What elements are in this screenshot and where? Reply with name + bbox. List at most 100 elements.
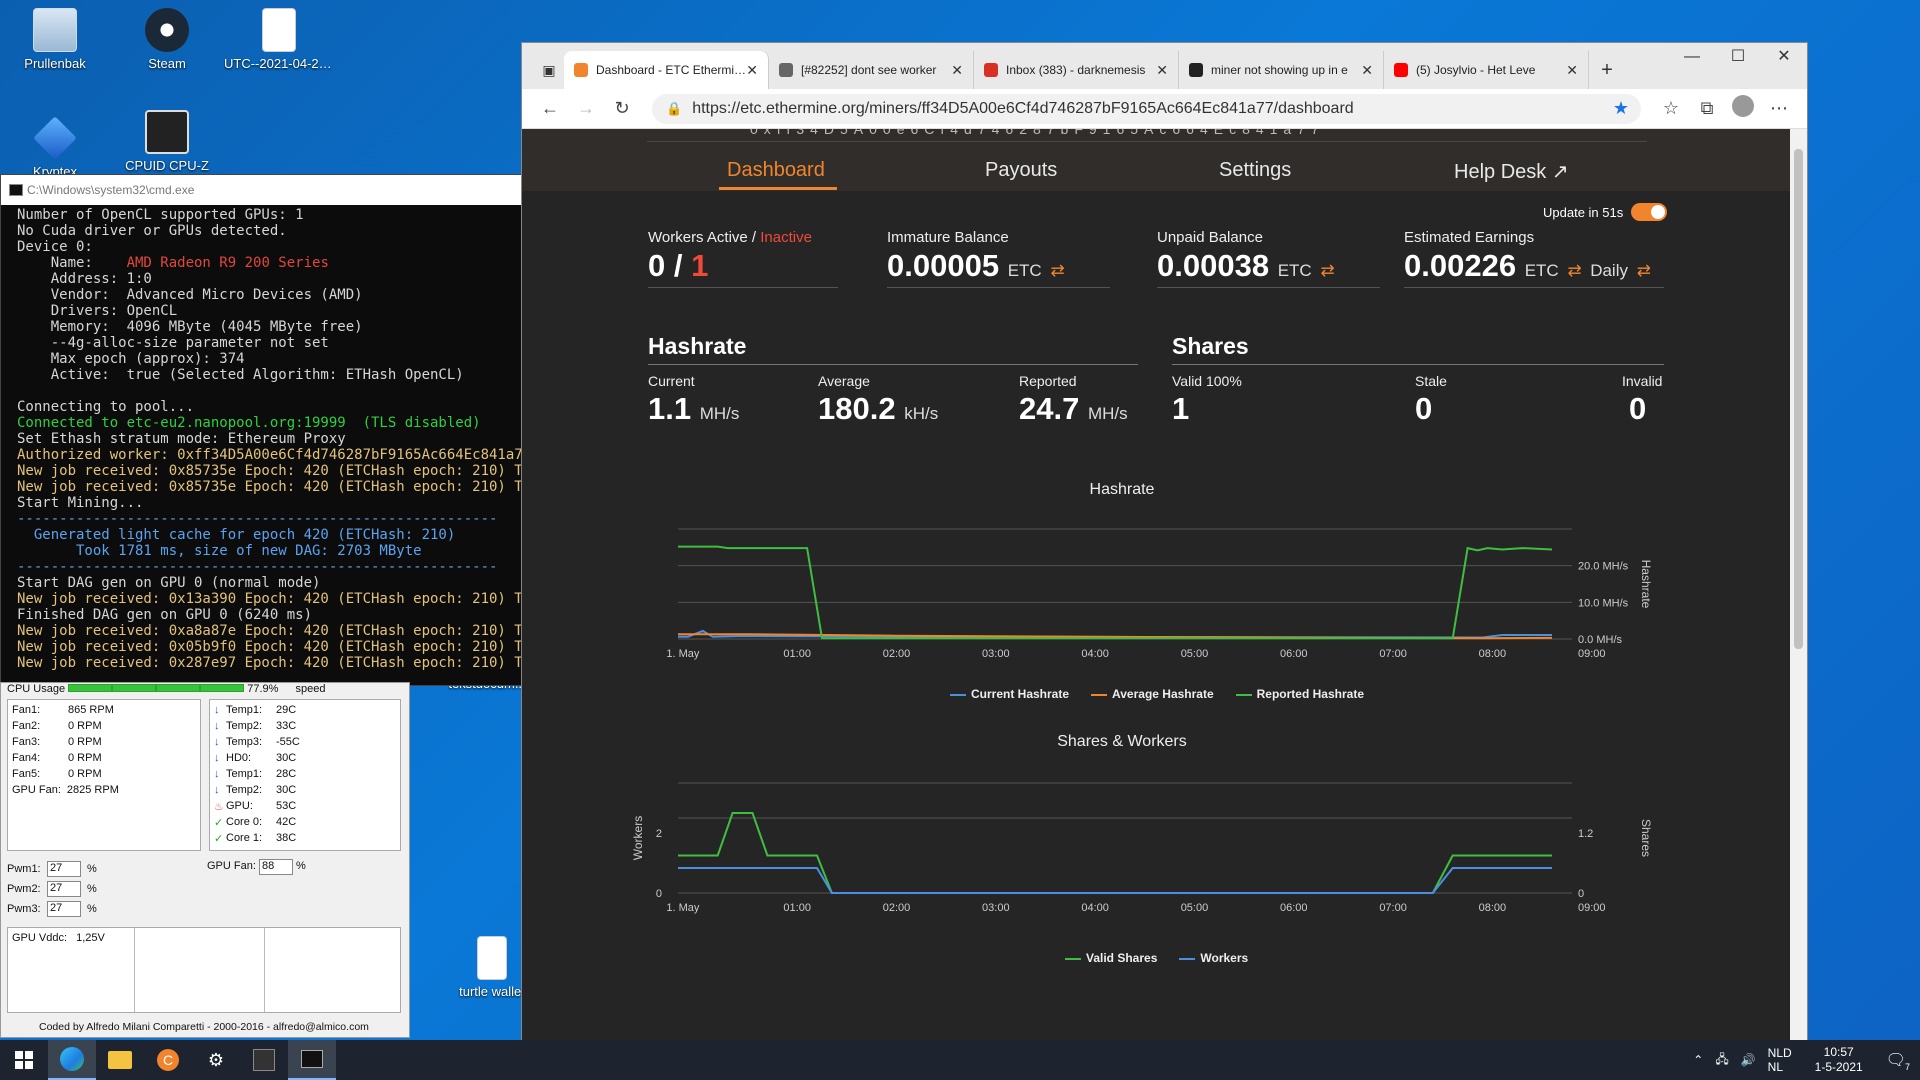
file-explorer-icon[interactable] xyxy=(96,1040,144,1080)
start-button[interactable] xyxy=(0,1040,48,1080)
cmd-line-text: Finished DAG gen on GPU 0 (6240 ms) xyxy=(17,607,313,623)
cmd-taskbar-icon[interactable] xyxy=(288,1040,336,1080)
cmd-output[interactable]: Number of OpenCL supported GPUs: 1 No Cud… xyxy=(1,205,521,685)
tab-bar: ▣ Dashboard - ETC Ethermine ✕ [#82252] don… xyxy=(522,43,1807,89)
cmd-line-text: Max epoch (approx): 374 xyxy=(17,351,245,367)
fan-value: 865 RPM xyxy=(68,704,114,716)
x-tick-label: 08:00 xyxy=(1479,902,1507,914)
legend-item[interactable]: Valid Shares xyxy=(1065,951,1157,965)
swap-period-icon[interactable]: ⇄ xyxy=(1636,261,1651,280)
auto-update-toggle[interactable] xyxy=(1631,203,1668,221)
tab-payouts[interactable]: Payouts xyxy=(985,159,1058,181)
desktop-icon-kryptex[interactable]: Kryptex xyxy=(0,116,110,179)
scrollbar-thumb[interactable] xyxy=(1794,149,1803,649)
network-icon[interactable]: 🖧 xyxy=(1715,1051,1729,1066)
temps-panel: ↓ Temp1: 29C ↓ Temp2: 33C ↓ Temp3: -55C ↓ HD0: 30C ↓… xyxy=(209,699,401,851)
estimated-period[interactable]: Daily xyxy=(1590,261,1628,280)
tab-dashboard[interactable]: Dashboard xyxy=(727,159,825,181)
cmd-line-text: New job received: 0x13a390 Epoch: 420 (E… xyxy=(17,591,521,607)
speedfan-taskbar-icon[interactable] xyxy=(240,1040,288,1080)
reload-button[interactable]: ↻ xyxy=(614,98,630,118)
shares-workers-chart[interactable]: 1. May 01:00 02:00 03:00 04:00 05:00 06:00 07:0… xyxy=(612,753,1712,923)
cmd-title-bar[interactable]: C:\Windows\system32\cmd.exe xyxy=(1,175,521,205)
hashrate-chart-title: Hashrate xyxy=(1089,481,1155,498)
y-tick-label: 2 xyxy=(656,828,662,840)
back-button[interactable]: ← xyxy=(541,98,559,118)
browser-tab[interactable]: Inbox (383) - darknemesis ✕ xyxy=(974,51,1179,89)
browser-window[interactable]: ▣ Dashboard - ETC Ethermine ✕ [#82252] don… xyxy=(521,42,1808,1055)
legend-item[interactable]: Average Hashrate xyxy=(1091,687,1214,701)
temp-label: Temp1: xyxy=(226,768,263,780)
fan-value: 0 RPM xyxy=(68,720,102,732)
browser-tab[interactable]: Dashboard - ETC Ethermine ✕ xyxy=(564,51,769,89)
gpu-fan-spinner[interactable]: 88 xyxy=(258,859,293,875)
minimize-button[interactable]: — xyxy=(1684,48,1700,65)
tab-settings[interactable]: Settings xyxy=(1219,159,1292,181)
temp-value: 38C xyxy=(276,832,297,844)
collections-icon[interactable]: ⧉ xyxy=(1700,98,1714,118)
cpu-usage-bar xyxy=(156,684,201,692)
pwm-spinner[interactable]: 27 xyxy=(47,861,81,877)
workers-active-label: Workers Active / xyxy=(648,229,761,246)
cmd-line-text: Device 0: xyxy=(17,239,93,255)
hashrate-chart[interactable]: 1. May 01:00 02:00 03:00 04:00 05:00 06:00 07:0… xyxy=(612,499,1712,669)
tab-close-icon[interactable]: ✕ xyxy=(951,61,963,78)
tab-title: [#82252] dont see worker xyxy=(801,63,937,77)
browser-tab[interactable]: [#82252] dont see worker ✕ xyxy=(769,51,974,89)
pwm-spinner[interactable]: 27 xyxy=(47,881,81,897)
browser-tab[interactable]: (5) Josylvio - Het Leve ✕ xyxy=(1384,51,1589,89)
percent-label: % xyxy=(87,903,97,915)
file-icon xyxy=(262,8,296,52)
crypto-app-icon[interactable]: C xyxy=(144,1040,192,1080)
tab-close-icon[interactable]: ✕ xyxy=(1156,61,1168,78)
favorite-star-icon[interactable]: ★ xyxy=(1612,98,1629,118)
swap-currency-icon[interactable]: ⇄ xyxy=(1567,261,1582,280)
current-label: Current xyxy=(648,373,695,389)
x-tick-label: 05:00 xyxy=(1181,902,1209,914)
browser-tab[interactable]: miner not showing up in e ✕ xyxy=(1179,51,1384,89)
favorites-icon[interactable]: ☆ xyxy=(1662,98,1680,118)
url-field[interactable]: 🔒 https://etc.ethermine.org/miners/ff34D… xyxy=(652,93,1641,124)
swap-currency-icon[interactable]: ⇄ xyxy=(1320,261,1335,280)
tab-actions-icon[interactable]: ▣ xyxy=(542,61,556,78)
desktop-icon-utc-file[interactable]: UTC--2021-04-29T... xyxy=(224,8,334,71)
more-menu-icon[interactable]: ⋯ xyxy=(1770,98,1788,118)
cmd-window[interactable]: C:\Windows\system32\cmd.exe Number of Op… xyxy=(0,174,522,686)
forward-button[interactable]: → xyxy=(577,98,595,118)
notification-icon[interactable]: 🗨 7 xyxy=(1885,1052,1910,1072)
cmd-line: Generated light cache for epoch 420 (ETC… xyxy=(17,527,521,543)
new-tab-button[interactable]: + xyxy=(1601,58,1613,81)
desktop-icon-steam[interactable]: Steam xyxy=(112,8,222,71)
maximize-button[interactable]: ☐ xyxy=(1730,48,1746,65)
volume-icon[interactable]: 🔊 xyxy=(1740,1053,1756,1067)
pwm-spinner[interactable]: 27 xyxy=(47,901,81,917)
current-value: 1.1 xyxy=(648,391,692,426)
page-scrollbar[interactable] xyxy=(1790,129,1807,1055)
tab-close-icon[interactable]: ✕ xyxy=(1566,61,1578,78)
tab-close-icon[interactable]: ✕ xyxy=(746,61,758,78)
legend-item[interactable]: Reported Hashrate xyxy=(1235,687,1364,701)
workers-separator: / xyxy=(665,248,692,283)
tab-help-desk[interactable]: Help Desk ↗ xyxy=(1454,159,1569,184)
legend-item[interactable]: Current Hashrate xyxy=(950,687,1069,701)
profile-avatar[interactable] xyxy=(1725,95,1761,122)
language-indicator[interactable]: NLD NL xyxy=(1768,1046,1792,1074)
fan-label: Fan2: xyxy=(12,720,41,732)
edge-taskbar-icon[interactable] xyxy=(48,1040,96,1080)
legend-item[interactable]: Workers xyxy=(1179,951,1248,965)
desktop-icon-cpuz[interactable]: CPUID CPU-Z xyxy=(112,110,222,173)
swap-currency-icon[interactable]: ⇄ xyxy=(1050,261,1065,280)
close-window-button[interactable]: ✕ xyxy=(1777,48,1791,65)
vddc-panel: GPU Vddc: 1,25V xyxy=(7,927,401,1013)
settings-gear-icon[interactable]: ⚙ xyxy=(207,1049,225,1070)
arrow-down-icon: ↓ xyxy=(214,720,220,732)
y-tick-label: 0.0 MH/s xyxy=(1578,634,1623,646)
cmd-line-text: ----------------------------------------… xyxy=(17,511,498,527)
tray-chevron-icon[interactable]: ⌃ xyxy=(1693,1053,1704,1067)
clock[interactable]: 10:57 1-5-2021 xyxy=(1804,1045,1874,1075)
desktop-icon-turtle-wallet[interactable]: turtle wallet xyxy=(450,936,534,999)
cmd-line-text: --4g-alloc-size parameter not set xyxy=(17,335,329,351)
tab-close-icon[interactable]: ✕ xyxy=(1361,61,1373,78)
cmd-line: Set Ethash stratum mode: Ethereum Proxy xyxy=(17,431,521,447)
desktop-icon-recycle-bin[interactable]: Prullenbak xyxy=(0,8,110,71)
